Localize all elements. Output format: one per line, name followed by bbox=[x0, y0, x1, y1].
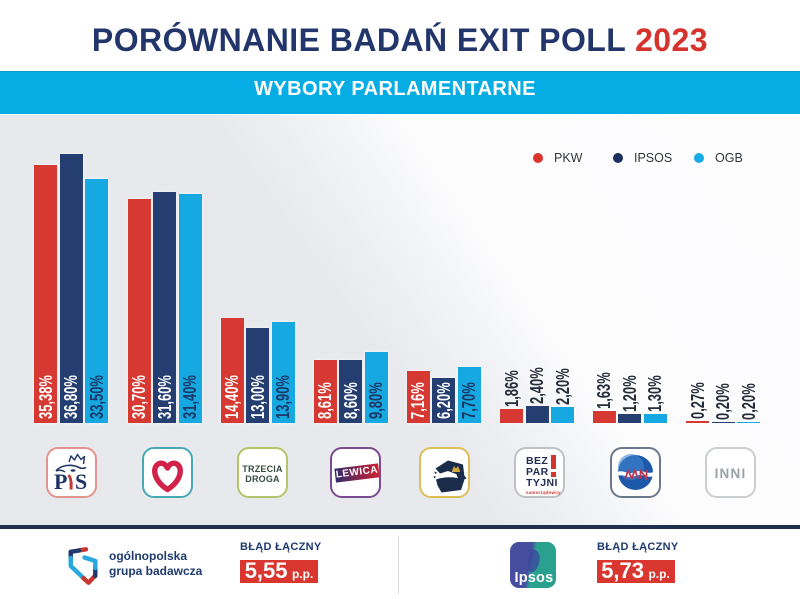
svg-text:Ipsos: Ipsos bbox=[515, 570, 554, 586]
svg-text:S: S bbox=[75, 469, 87, 494]
svg-text:P: P bbox=[54, 469, 67, 494]
